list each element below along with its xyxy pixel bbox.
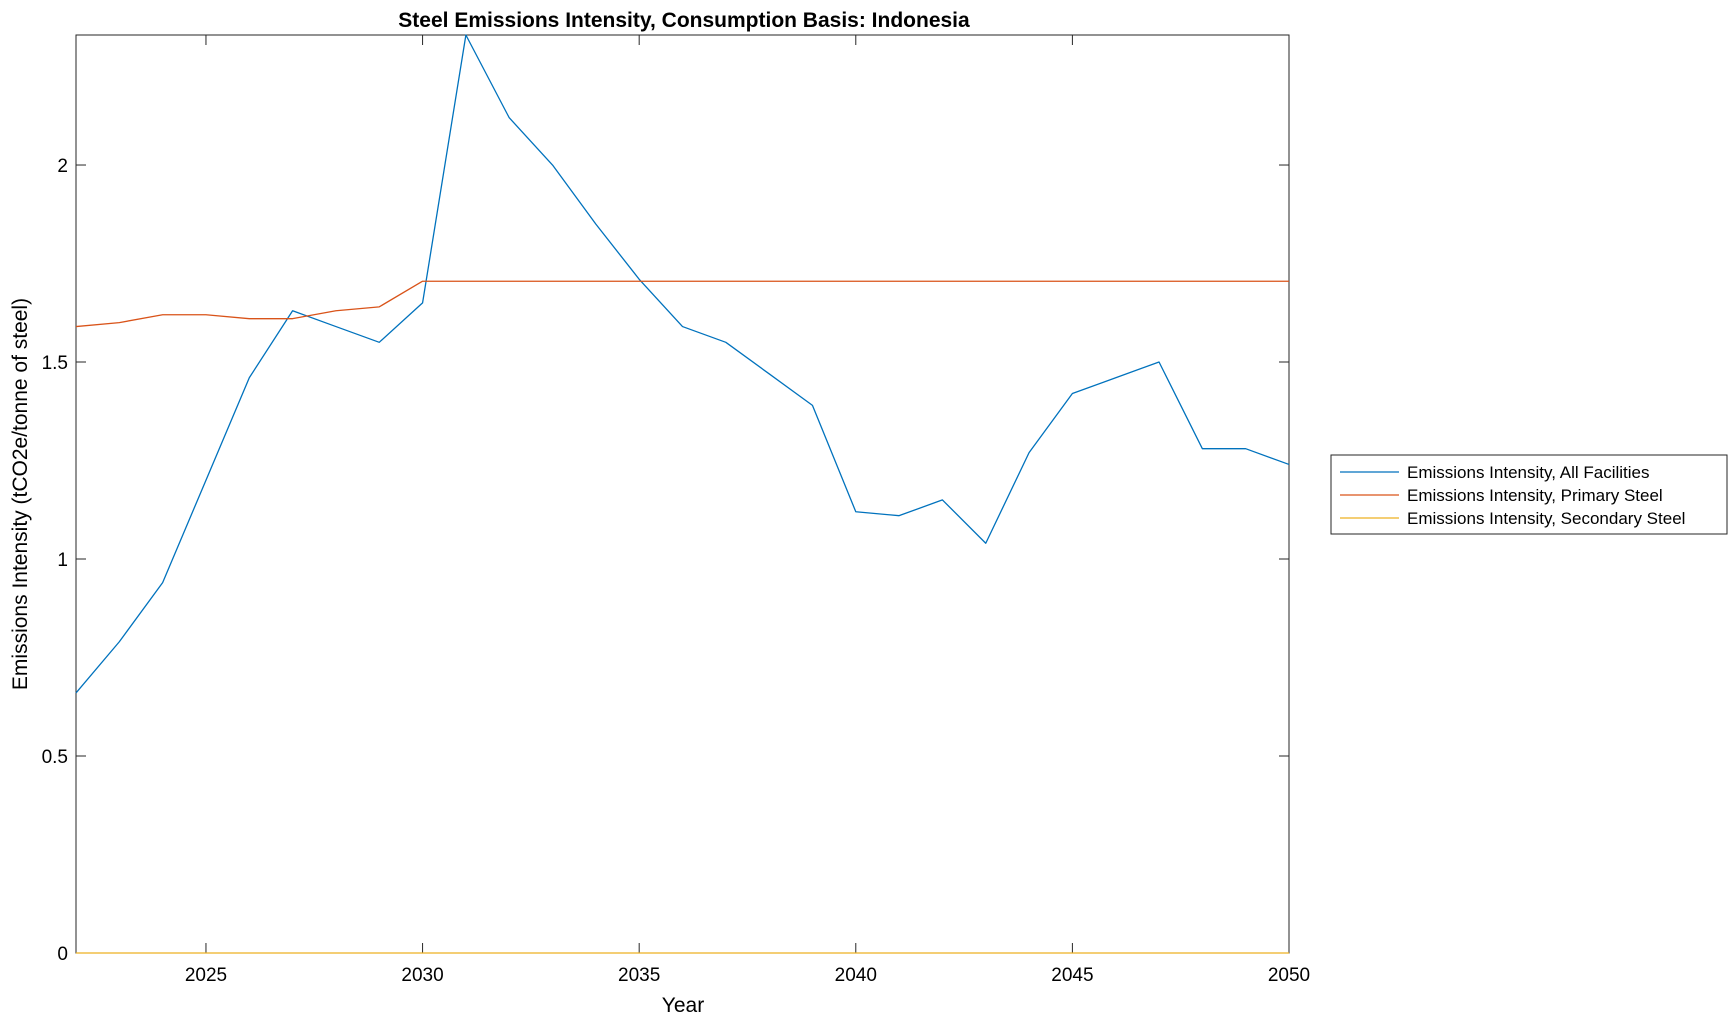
series-line-primary-steel	[75, 280, 1289, 328]
x-tick-label: 2040	[835, 965, 877, 986]
x-tick-label: 2025	[185, 965, 227, 986]
y-tick-label: 1.5	[42, 353, 68, 374]
x-tick-label: 2050	[1268, 965, 1310, 986]
y-axis-ticks: 0 0.5 1 1.5 2	[42, 156, 1289, 965]
x-tick-label: 2030	[401, 965, 443, 986]
legend[interactable]: Emissions Intensity, All Facilities Emis…	[1330, 454, 1728, 535]
series-line-all-facilities	[75, 34, 1290, 694]
y-tick-label: 0.5	[42, 747, 68, 768]
plot-area-frame	[75, 34, 1290, 954]
series-lines	[75, 34, 1290, 954]
y-axis-label: Emissions Intensity (tCO2e/tonne of stee…	[9, 298, 32, 690]
y-tick-label: 2	[57, 156, 68, 177]
y-tick-label: 1	[57, 550, 68, 571]
legend-label-primary-steel: Emissions Intensity, Primary Steel	[1407, 486, 1663, 505]
x-tick-label: 2035	[618, 965, 660, 986]
y-tick-label: 0	[57, 944, 68, 965]
chart-title: Steel Emissions Intensity, Consumption B…	[398, 9, 970, 32]
x-axis-ticks: 2025 2030 2035 2040 2045 2050	[185, 35, 1310, 986]
x-axis-label: Year	[662, 994, 704, 1017]
legend-label-all-facilities: Emissions Intensity, All Facilities	[1407, 463, 1649, 482]
legend-label-secondary-steel: Emissions Intensity, Secondary Steel	[1407, 509, 1685, 528]
x-tick-label: 2045	[1051, 965, 1093, 986]
